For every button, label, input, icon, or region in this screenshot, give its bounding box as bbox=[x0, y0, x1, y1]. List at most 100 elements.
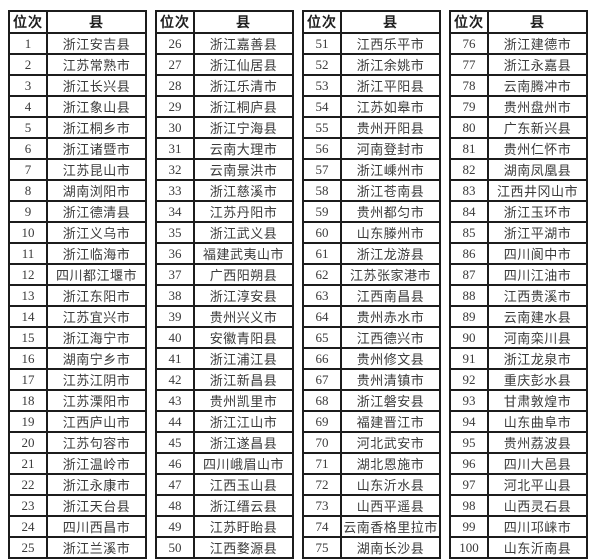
rank-cell: 17 bbox=[8, 368, 48, 391]
county-cell: 浙江兰溪市 bbox=[46, 536, 147, 559]
county-cell: 江苏宜兴市 bbox=[46, 305, 147, 328]
ranking-table-1: 位次 县 1 浙江安吉县 2 江苏常熟市 3 浙江长兴县 4 浙江象山县 5 浙江桐乡市 6 浙江诸暨… bbox=[8, 10, 147, 559]
county-cell: 江西南昌县 bbox=[340, 284, 441, 307]
county-cell: 江苏江阴市 bbox=[46, 368, 147, 391]
table-row: 74 云南香格里拉市 bbox=[302, 515, 441, 538]
rank-cell: 18 bbox=[8, 389, 48, 412]
table-row: 75 湖南长沙县 bbox=[302, 536, 441, 559]
county-cell: 浙江桐庐县 bbox=[193, 95, 294, 118]
table-row: 42 浙江新昌县 bbox=[155, 368, 294, 391]
rank-cell: 76 bbox=[449, 32, 489, 55]
ranking-table-4: 位次 县 76 浙江建德市 77 浙江永嘉县 78 云南腾冲市 79 贵州盘州市 80 广东新兴县… bbox=[449, 10, 588, 559]
rank-cell: 97 bbox=[449, 473, 489, 496]
table-row: 52 浙江余姚市 bbox=[302, 53, 441, 76]
county-cell: 江西庐山市 bbox=[46, 410, 147, 433]
table-row: 6 浙江诸暨市 bbox=[8, 137, 147, 160]
county-cell: 贵州荔波县 bbox=[487, 431, 588, 454]
rank-cell: 59 bbox=[302, 200, 342, 223]
rank-cell: 90 bbox=[449, 326, 489, 349]
table-row: 3 浙江长兴县 bbox=[8, 74, 147, 97]
table-row: 40 安徽青阳县 bbox=[155, 326, 294, 349]
table-row: 19 江西庐山市 bbox=[8, 410, 147, 433]
county-cell: 浙江建德市 bbox=[487, 32, 588, 55]
county-cell: 浙江嘉善县 bbox=[193, 32, 294, 55]
rank-cell: 63 bbox=[302, 284, 342, 307]
county-cell: 浙江武义县 bbox=[193, 221, 294, 244]
county-cell: 山东滕州市 bbox=[340, 221, 441, 244]
table-row: 9 浙江德清县 bbox=[8, 200, 147, 223]
table-row: 26 浙江嘉善县 bbox=[155, 32, 294, 55]
rank-cell: 34 bbox=[155, 200, 195, 223]
table-row: 97 河北平山县 bbox=[449, 473, 588, 496]
table-row: 91 浙江龙泉市 bbox=[449, 347, 588, 370]
rank-header: 位次 bbox=[155, 10, 195, 34]
table-row: 70 河北武安市 bbox=[302, 431, 441, 454]
table-row: 46 四川峨眉山市 bbox=[155, 452, 294, 475]
county-cell: 江苏盱眙县 bbox=[193, 515, 294, 538]
table-row: 39 贵州兴义市 bbox=[155, 305, 294, 328]
table-row: 59 贵州都匀市 bbox=[302, 200, 441, 223]
rank-cell: 26 bbox=[155, 32, 195, 55]
table-row: 86 四川阆中市 bbox=[449, 242, 588, 265]
county-cell: 浙江象山县 bbox=[46, 95, 147, 118]
table-row: 24 四川西昌市 bbox=[8, 515, 147, 538]
table-row: 90 河南栾川县 bbox=[449, 326, 588, 349]
county-cell: 山西灵石县 bbox=[487, 494, 588, 517]
table-row: 98 山西灵石县 bbox=[449, 494, 588, 517]
table-row: 84 浙江玉环市 bbox=[449, 200, 588, 223]
county-cell: 重庆彭水县 bbox=[487, 368, 588, 391]
county-cell: 山东曲阜市 bbox=[487, 410, 588, 433]
county-cell: 浙江龙游县 bbox=[340, 242, 441, 265]
rank-cell: 48 bbox=[155, 494, 195, 517]
rank-cell: 37 bbox=[155, 263, 195, 286]
county-cell: 安徽青阳县 bbox=[193, 326, 294, 349]
rank-cell: 71 bbox=[302, 452, 342, 475]
table-row: 44 浙江江山市 bbox=[155, 410, 294, 433]
header-row: 位次 县 bbox=[155, 10, 294, 34]
rank-cell: 50 bbox=[155, 536, 195, 559]
table-row: 89 云南建水县 bbox=[449, 305, 588, 328]
county-cell: 贵州兴义市 bbox=[193, 305, 294, 328]
county-cell: 浙江江山市 bbox=[193, 410, 294, 433]
table-row: 41 浙江浦江县 bbox=[155, 347, 294, 370]
rank-cell: 7 bbox=[8, 158, 48, 181]
county-cell: 甘肃敦煌市 bbox=[487, 389, 588, 412]
rank-cell: 68 bbox=[302, 389, 342, 412]
rank-cell: 25 bbox=[8, 536, 48, 559]
county-cell: 江苏如皋市 bbox=[340, 95, 441, 118]
rank-cell: 53 bbox=[302, 74, 342, 97]
rank-cell: 79 bbox=[449, 95, 489, 118]
county-cell: 四川都江堰市 bbox=[46, 263, 147, 286]
rank-cell: 78 bbox=[449, 74, 489, 97]
table-row: 73 山西平遥县 bbox=[302, 494, 441, 517]
rank-cell: 88 bbox=[449, 284, 489, 307]
table-row: 67 贵州清镇市 bbox=[302, 368, 441, 391]
county-cell: 浙江温岭市 bbox=[46, 452, 147, 475]
table-row: 11 浙江临海市 bbox=[8, 242, 147, 265]
rank-cell: 19 bbox=[8, 410, 48, 433]
county-cell: 浙江缙云县 bbox=[193, 494, 294, 517]
rank-cell: 54 bbox=[302, 95, 342, 118]
county-cell: 浙江乐清市 bbox=[193, 74, 294, 97]
rank-cell: 96 bbox=[449, 452, 489, 475]
rank-cell: 84 bbox=[449, 200, 489, 223]
rank-cell: 22 bbox=[8, 473, 48, 496]
rank-cell: 6 bbox=[8, 137, 48, 160]
rank-cell: 77 bbox=[449, 53, 489, 76]
rank-cell: 10 bbox=[8, 221, 48, 244]
county-cell: 河南栾川县 bbox=[487, 326, 588, 349]
county-cell: 云南建水县 bbox=[487, 305, 588, 328]
county-cell: 江西德兴市 bbox=[340, 326, 441, 349]
county-cell: 江西乐平市 bbox=[340, 32, 441, 55]
rank-cell: 46 bbox=[155, 452, 195, 475]
ranking-table-3: 位次 县 51 江西乐平市 52 浙江余姚市 53 浙江平阳县 54 江苏如皋市 55 贵州开阳县… bbox=[302, 10, 441, 559]
rank-cell: 4 bbox=[8, 95, 48, 118]
rank-header: 位次 bbox=[8, 10, 48, 34]
county-cell: 贵州修文县 bbox=[340, 347, 441, 370]
table-row: 61 浙江龙游县 bbox=[302, 242, 441, 265]
table-row: 36 福建武夷山市 bbox=[155, 242, 294, 265]
rank-cell: 5 bbox=[8, 116, 48, 139]
rank-cell: 36 bbox=[155, 242, 195, 265]
header-row: 位次 县 bbox=[302, 10, 441, 34]
rank-cell: 35 bbox=[155, 221, 195, 244]
